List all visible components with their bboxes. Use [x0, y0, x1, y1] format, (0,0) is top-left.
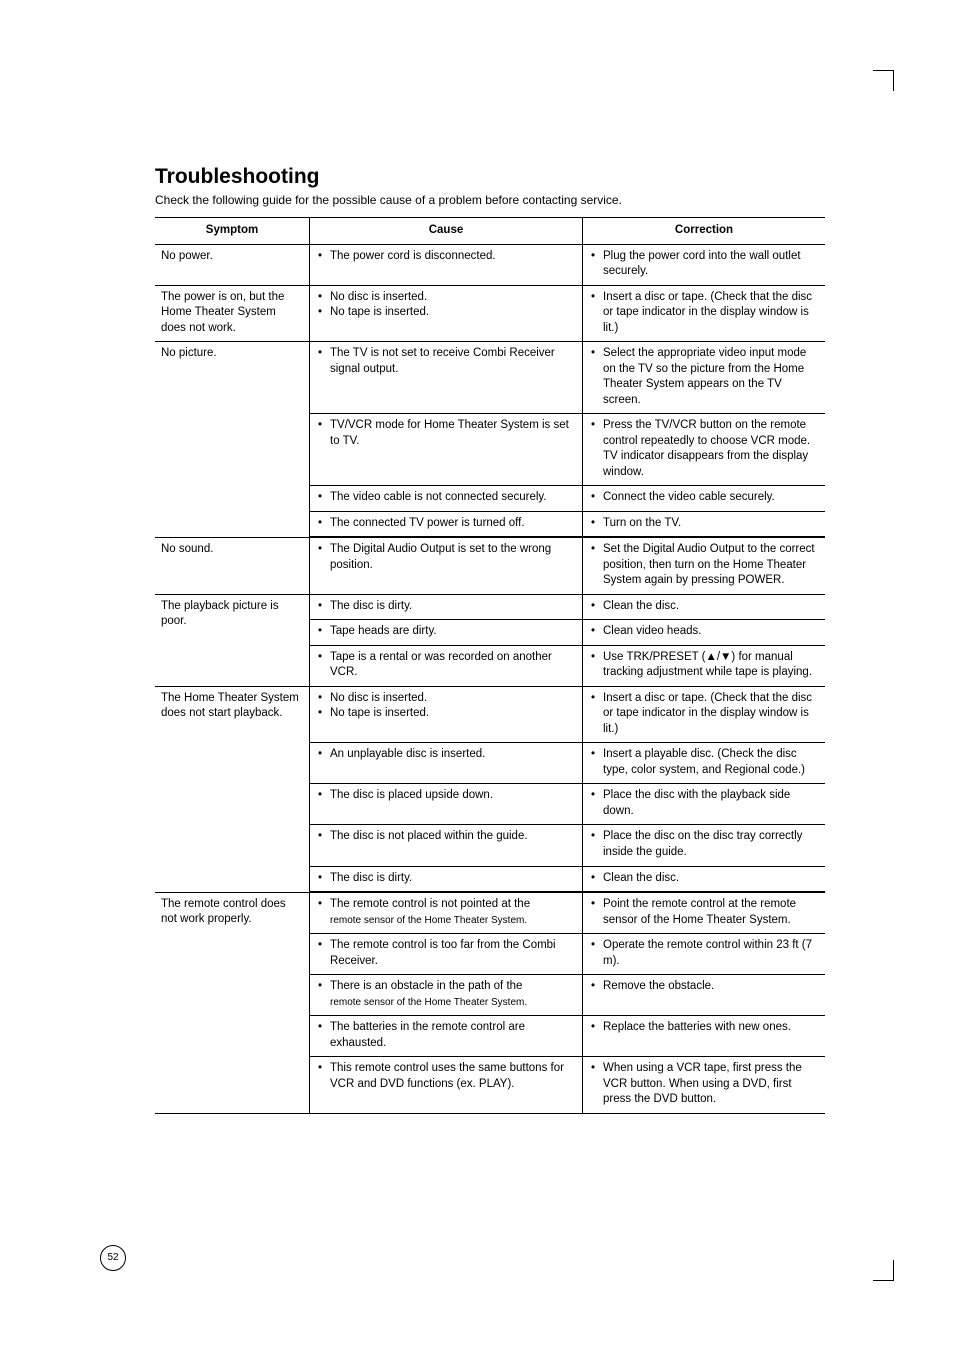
- troubleshooting-table: Symptom Cause Correction No power.The po…: [155, 217, 825, 1114]
- table-row: The remote control does not work properl…: [155, 892, 825, 934]
- cause-cell: The disc is not placed within the guide.: [310, 825, 583, 866]
- correction-cell: Clean the disc.: [583, 594, 826, 620]
- symptom-cell: No power.: [155, 244, 310, 285]
- header-symptom: Symptom: [155, 218, 310, 245]
- correction-cell: Use TRK/PRESET (▲/▼) for manual tracking…: [583, 645, 826, 686]
- cause-cell: An unplayable disc is inserted.: [310, 743, 583, 784]
- correction-cell: Place the disc on the disc tray correctl…: [583, 825, 826, 866]
- cause-cell: The Digital Audio Output is set to the w…: [310, 537, 583, 594]
- symptom-cell: The playback picture is poor.: [155, 594, 310, 686]
- cause-cell: There is an obstacle in the path of ther…: [310, 975, 583, 1016]
- symptom-cell: The power is on, but the Home Theater Sy…: [155, 285, 310, 342]
- correction-cell: Insert a disc or tape. (Check that the d…: [583, 285, 826, 342]
- correction-cell: Insert a disc or tape. (Check that the d…: [583, 686, 826, 743]
- table-row: The playback picture is poor.The disc is…: [155, 594, 825, 620]
- cause-cell: The video cable is not connected securel…: [310, 486, 583, 512]
- correction-cell: Select the appropriate video input mode …: [583, 342, 826, 414]
- correction-cell: Turn on the TV.: [583, 511, 826, 537]
- page-title: Troubleshooting: [155, 165, 825, 189]
- header-correction: Correction: [583, 218, 826, 245]
- cause-cell: Tape heads are dirty.: [310, 620, 583, 646]
- table-row: The Home Theater System does not start p…: [155, 686, 825, 743]
- correction-cell: Point the remote control at the remote s…: [583, 892, 826, 934]
- cause-cell: The disc is placed upside down.: [310, 784, 583, 825]
- symptom-cell: No picture.: [155, 342, 310, 538]
- cause-cell: TV/VCR mode for Home Theater System is s…: [310, 414, 583, 486]
- correction-cell: Replace the batteries with new ones.: [583, 1016, 826, 1057]
- crop-mark-top-right: [873, 70, 894, 91]
- symptom-cell: No sound.: [155, 537, 310, 594]
- cause-cell: This remote control uses the same button…: [310, 1057, 583, 1114]
- page-subtitle: Check the following guide for the possib…: [155, 193, 825, 207]
- cause-cell: The disc is dirty.: [310, 866, 583, 892]
- table-row: The power is on, but the Home Theater Sy…: [155, 285, 825, 342]
- cause-cell: No disc is inserted.No tape is inserted.: [310, 285, 583, 342]
- cause-cell: The remote control is too far from the C…: [310, 934, 583, 975]
- cause-cell: The TV is not set to receive Combi Recei…: [310, 342, 583, 414]
- cause-cell: The power cord is disconnected.: [310, 244, 583, 285]
- correction-cell: Connect the video cable securely.: [583, 486, 826, 512]
- table-row: No picture.The TV is not set to receive …: [155, 342, 825, 414]
- correction-cell: Remove the obstacle.: [583, 975, 826, 1016]
- correction-cell: Plug the power cord into the wall outlet…: [583, 244, 826, 285]
- symptom-cell: The Home Theater System does not start p…: [155, 686, 310, 892]
- cause-cell: The connected TV power is turned off.: [310, 511, 583, 537]
- table-row: No power.The power cord is disconnected.…: [155, 244, 825, 285]
- correction-cell: Place the disc with the playback side do…: [583, 784, 826, 825]
- header-cause: Cause: [310, 218, 583, 245]
- correction-cell: Press the TV/VCR button on the remote co…: [583, 414, 826, 486]
- correction-cell: Insert a playable disc. (Check the disc …: [583, 743, 826, 784]
- correction-cell: When using a VCR tape, first press the V…: [583, 1057, 826, 1114]
- cause-cell: Tape is a rental or was recorded on anot…: [310, 645, 583, 686]
- correction-cell: Operate the remote control within 23 ft …: [583, 934, 826, 975]
- correction-cell: Clean video heads.: [583, 620, 826, 646]
- cause-cell: No disc is inserted.No tape is inserted.: [310, 686, 583, 743]
- page-content: Troubleshooting Check the following guid…: [155, 165, 825, 1114]
- cause-cell: The disc is dirty.: [310, 594, 583, 620]
- correction-cell: Clean the disc.: [583, 866, 826, 892]
- symptom-cell: The remote control does not work properl…: [155, 892, 310, 1113]
- correction-cell: Set the Digital Audio Output to the corr…: [583, 537, 826, 594]
- crop-mark-bottom-right: [873, 1260, 894, 1281]
- page-number: 52: [100, 1245, 126, 1271]
- cause-cell: The remote control is not pointed at the…: [310, 892, 583, 934]
- table-row: No sound.The Digital Audio Output is set…: [155, 537, 825, 594]
- cause-cell: The batteries in the remote control are …: [310, 1016, 583, 1057]
- table-header-row: Symptom Cause Correction: [155, 218, 825, 245]
